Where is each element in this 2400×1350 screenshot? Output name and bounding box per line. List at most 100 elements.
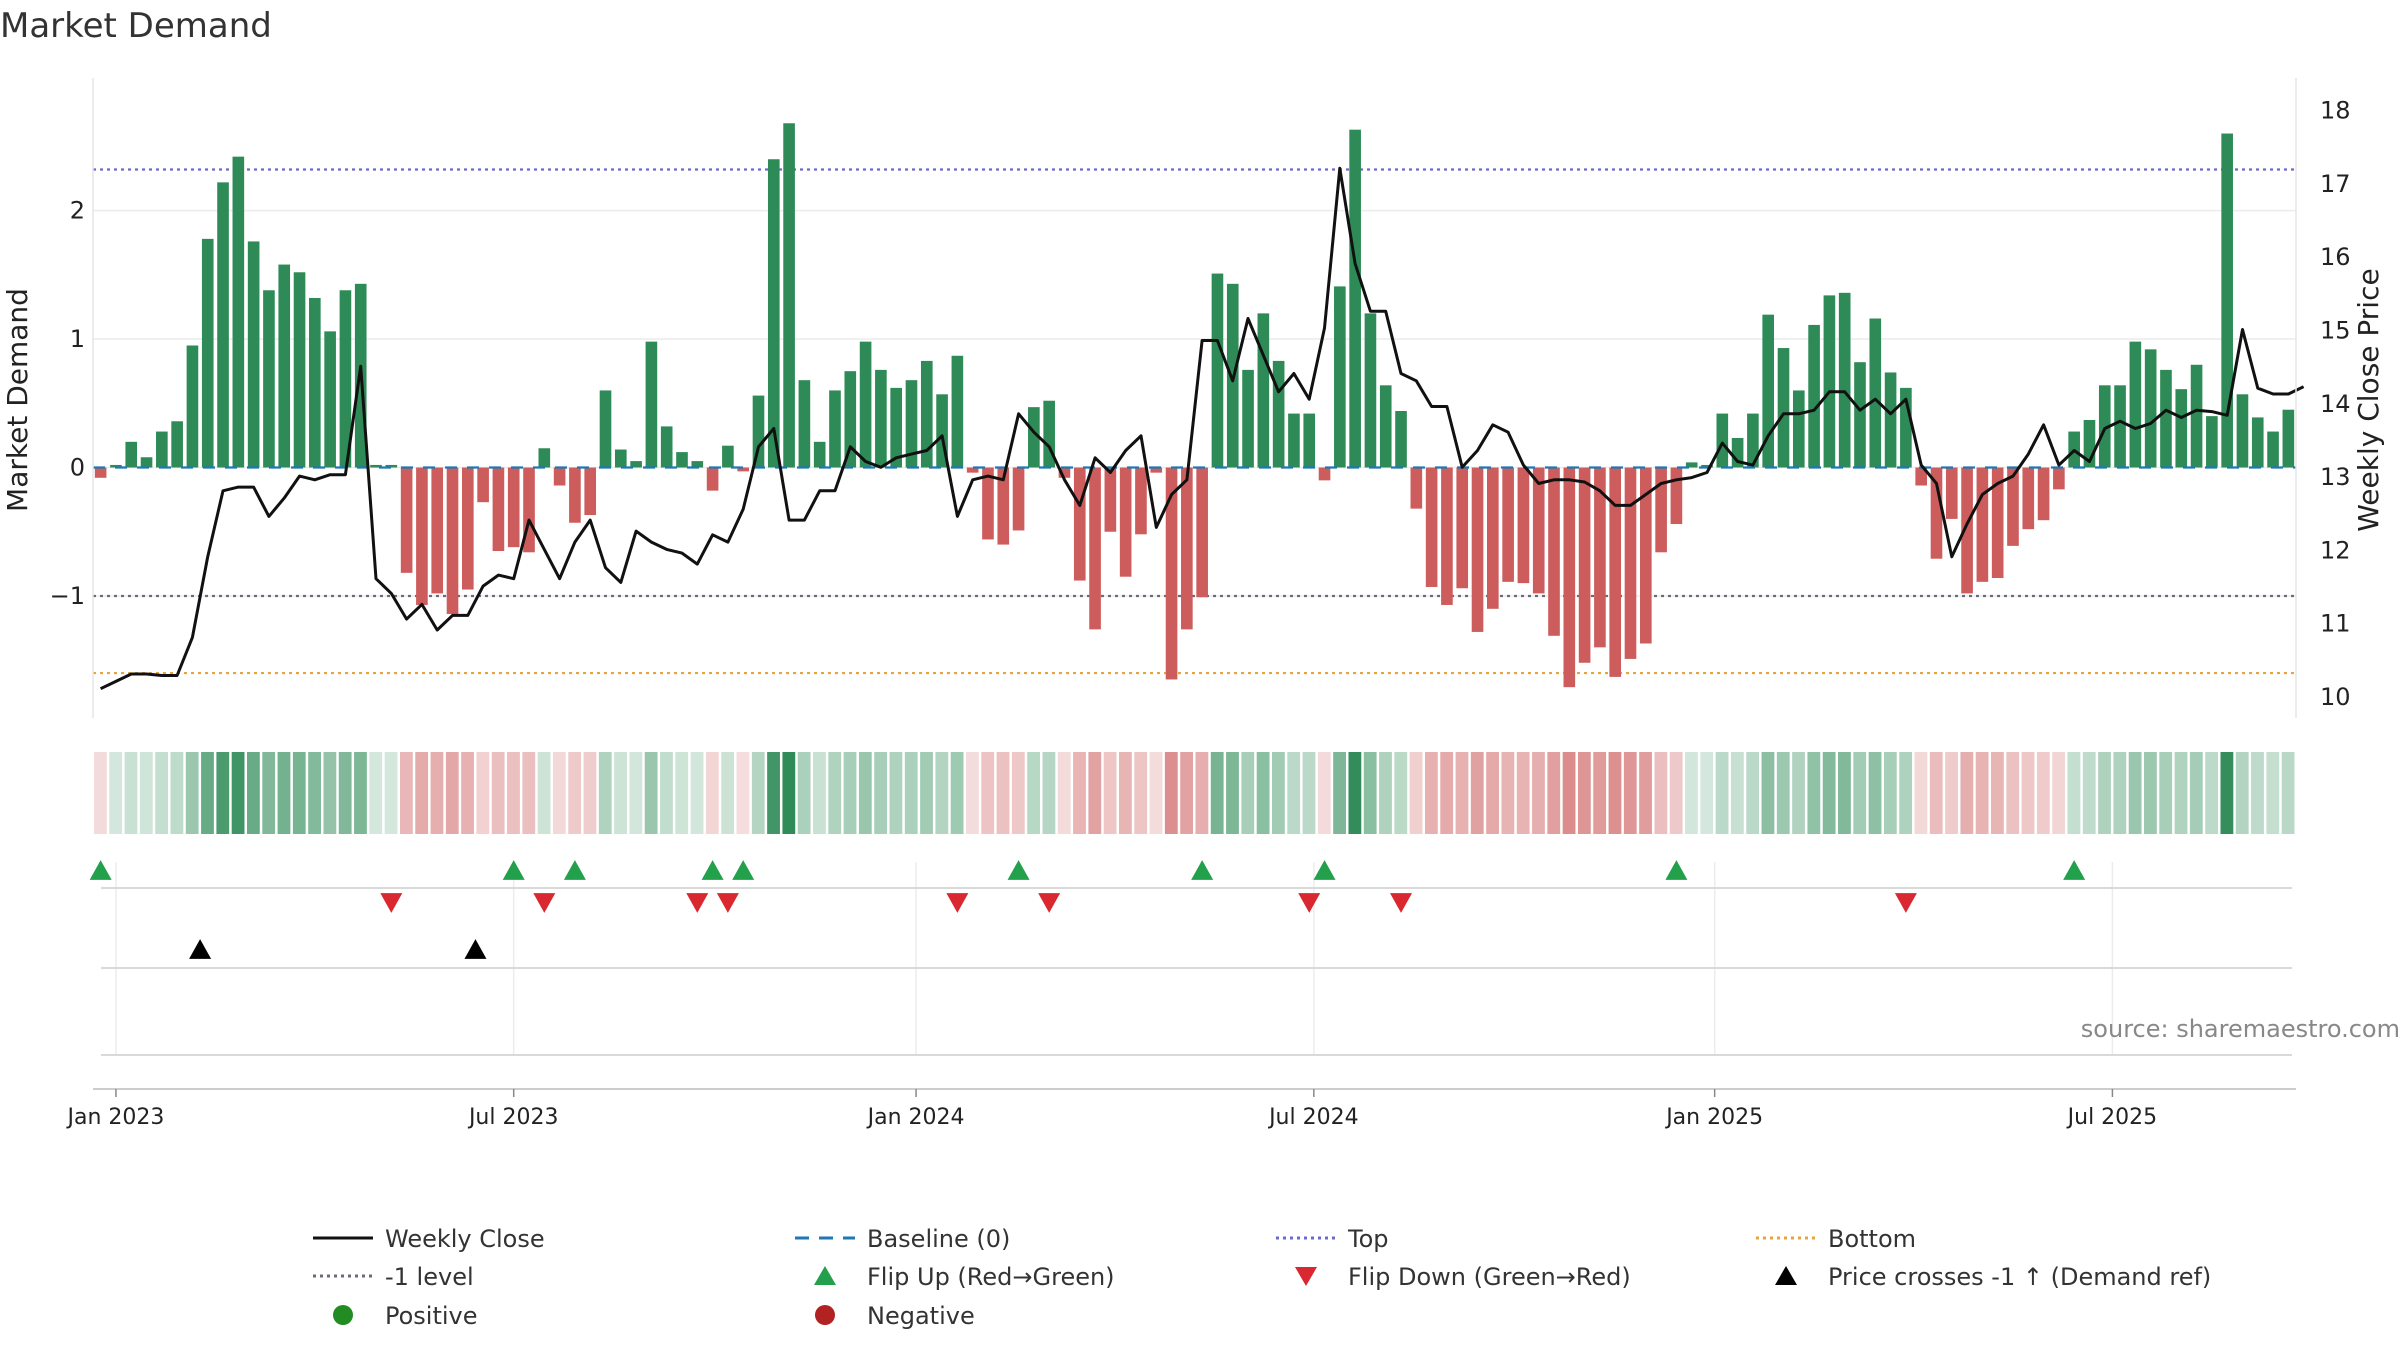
demand-bar	[1150, 467, 1163, 473]
legend-swatch	[1775, 1266, 1797, 1285]
heat-cell	[2128, 752, 2142, 834]
heat-cell	[201, 752, 214, 834]
heat-cell	[1715, 752, 1729, 834]
price-cross-marker	[464, 939, 487, 959]
demand-bar	[431, 467, 444, 594]
heat-cell	[537, 752, 551, 834]
heat-cell	[1960, 752, 1974, 834]
heat-cell	[1501, 752, 1515, 834]
heat-cell	[507, 752, 520, 834]
heat-cell	[2189, 752, 2203, 834]
legend-label: Negative	[867, 1302, 975, 1330]
heat-cell	[1317, 752, 1331, 834]
legend-swatch	[814, 1266, 836, 1285]
heat-cell	[262, 752, 276, 834]
heat-cell	[1210, 752, 1224, 834]
heat-cell	[1271, 752, 1285, 834]
heat-cell	[767, 752, 780, 834]
heat-cell	[935, 752, 949, 834]
legend-swatch	[1295, 1267, 1317, 1286]
x-tick-label: Jul 2025	[2066, 1105, 2158, 1130]
demand-bar	[2251, 417, 2264, 468]
demand-bar	[859, 341, 872, 468]
demand-bar	[2221, 133, 2233, 468]
y-tick-label: 2	[70, 197, 85, 225]
heat-cell	[2036, 752, 2050, 834]
demand-bar	[890, 387, 902, 468]
demand-bar	[691, 461, 704, 468]
heat-cell	[813, 752, 826, 834]
flip-up-marker	[563, 860, 586, 880]
heat-cell	[1348, 752, 1362, 834]
demand-bar	[2267, 431, 2279, 468]
source-note: source: sharemaestro.com	[2080, 1015, 2400, 1043]
y-tick-label: 1	[70, 325, 85, 353]
demand-bar	[1578, 467, 1591, 663]
legend-label: Baseline (0)	[867, 1225, 1010, 1253]
demand-bar	[951, 355, 964, 468]
heat-cell	[1424, 752, 1438, 834]
demand-bar	[1594, 467, 1606, 648]
heat-cell	[277, 752, 291, 834]
demand-bar	[1104, 467, 1117, 532]
demand-bar	[2206, 416, 2218, 468]
heat-cell	[2281, 752, 2295, 834]
flip-up-marker	[701, 860, 724, 880]
y2-tick-label: 16	[2320, 243, 2351, 271]
demand-bar	[1884, 372, 1897, 468]
heat-cell	[1241, 752, 1255, 834]
demand-bar	[1548, 467, 1560, 636]
y2-tick-label: 15	[2320, 317, 2351, 345]
heat-cell	[660, 752, 673, 834]
demand-bar	[1043, 400, 1055, 468]
demand-bar	[2083, 419, 2096, 468]
heat-cell	[690, 752, 704, 834]
heat-cell	[369, 752, 383, 834]
flip-up-marker	[89, 860, 112, 880]
heat-cell	[94, 752, 107, 834]
heat-strip	[94, 752, 2295, 834]
heat-cell	[2021, 752, 2035, 834]
weekly-close-line-group	[99, 166, 2305, 691]
demand-bar	[385, 464, 398, 468]
heat-cell	[1057, 752, 1071, 834]
heat-cell	[904, 752, 918, 834]
demand-bar	[584, 467, 597, 516]
heat-cell	[1011, 752, 1025, 834]
demand-bar	[660, 426, 673, 468]
y2-axis-label: Weekly Close Price	[2352, 268, 2385, 531]
heat-cell	[568, 752, 582, 834]
demand-bar	[2114, 385, 2126, 468]
heat-cell	[384, 752, 398, 834]
heat-cell	[292, 752, 306, 834]
demand-bar	[1196, 467, 1208, 598]
demand-bar	[1303, 413, 1316, 468]
demand-bar	[2144, 349, 2157, 468]
demand-bar	[94, 467, 107, 478]
x-tick-label: Jul 2023	[467, 1105, 559, 1130]
heat-cell	[1073, 752, 1086, 834]
demand-bar	[1517, 467, 1530, 584]
demand-bar	[1915, 467, 1927, 486]
heat-cell	[843, 752, 857, 834]
heat-cell	[2159, 752, 2173, 834]
demand-bar	[2282, 409, 2295, 468]
heat-cell	[1103, 752, 1117, 834]
demand-bar	[446, 467, 459, 614]
demand-bar	[1349, 129, 1361, 468]
heat-cell	[1991, 752, 2004, 834]
demand-bar	[1395, 410, 1407, 468]
demand-bar	[1119, 467, 1132, 577]
heat-cell	[1899, 752, 1913, 834]
heat-cell	[2006, 752, 2020, 834]
demand-bar	[936, 394, 948, 468]
demand-bar	[2022, 467, 2035, 530]
demand-bar	[1563, 467, 1576, 688]
demand-bar	[324, 331, 336, 468]
demand-bar	[125, 441, 138, 468]
heat-cell	[705, 752, 719, 834]
heat-cell	[736, 752, 750, 834]
demand-bar	[630, 461, 642, 468]
heat-cell	[1929, 752, 1943, 834]
heat-cell	[1088, 752, 1102, 834]
